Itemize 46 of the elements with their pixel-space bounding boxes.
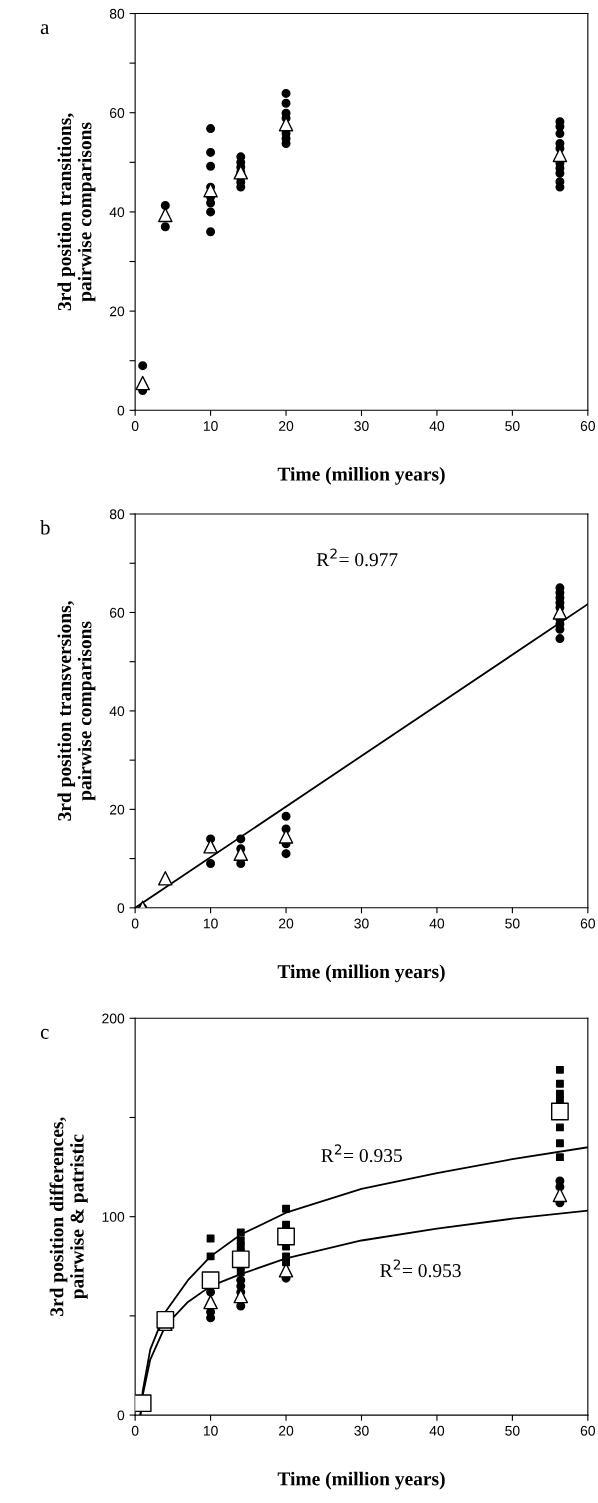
x-tick-label: 30 (354, 1425, 369, 1436)
x-axis-title: Time (million years) (277, 467, 445, 485)
y-tick-label: 60 (109, 607, 125, 618)
annotation: R$^{2}$= 0.935 (321, 1144, 402, 1163)
x-tick-label: 60 (580, 421, 596, 431)
y-tick-label: 40 (109, 207, 125, 218)
x-tick-label: 40 (429, 918, 445, 929)
y-axis-title: 3rd position transversions, pairwise comparisons (57, 601, 96, 821)
x-axis-title: Time (million years) (277, 1471, 445, 1490)
y-tick-label: 0 (117, 405, 125, 416)
x-tick-label: 60 (580, 918, 596, 929)
chart-title: b (40, 519, 50, 535)
x-tick-label: 40 (429, 1425, 445, 1436)
x-axis-title: Time (million years) (277, 964, 445, 983)
x-tick-label: 20 (279, 421, 294, 431)
y-tick-label: 0 (117, 1410, 125, 1421)
x-tick-label: 40 (429, 421, 445, 431)
x-tick-label: 20 (279, 1425, 294, 1436)
chart-title: c (40, 1028, 49, 1039)
y-tick-label: 200 (102, 1013, 125, 1024)
annotation: R$^{2}$= 0.953 (380, 1259, 461, 1278)
x-tick-label: 50 (505, 1425, 520, 1436)
x-tick-label: 10 (203, 918, 218, 929)
y-tick-label: 20 (109, 306, 125, 317)
y-axis-title: 3rd position transitions, pairwise comparisons (57, 113, 96, 311)
x-tick-label: 0 (131, 1425, 139, 1436)
y-tick-label: 100 (102, 1212, 125, 1222)
x-tick-label: 30 (354, 421, 369, 431)
x-tick-label: 10 (203, 1425, 218, 1436)
y-tick-label: 60 (109, 108, 125, 118)
x-tick-label: 0 (131, 918, 139, 929)
x-tick-label: 20 (279, 918, 294, 929)
x-tick-label: 50 (505, 421, 520, 431)
x-tick-label: 10 (203, 421, 218, 431)
x-tick-label: 50 (505, 918, 520, 929)
y-tick-label: 80 (109, 8, 125, 19)
y-tick-label: 80 (109, 509, 125, 520)
x-tick-label: 60 (580, 1425, 596, 1436)
annotation: R$^{2}$= 0.977 (316, 548, 398, 567)
y-axis-title: 3rd position differences, pairwise & patristic (49, 1117, 88, 1316)
chart-title: a (40, 24, 50, 35)
y-tick-label: 40 (109, 706, 125, 717)
y-tick-label: 20 (109, 804, 125, 815)
y-tick-label: 0 (117, 903, 125, 913)
x-tick-label: 0 (131, 421, 139, 431)
x-tick-label: 30 (354, 918, 369, 929)
